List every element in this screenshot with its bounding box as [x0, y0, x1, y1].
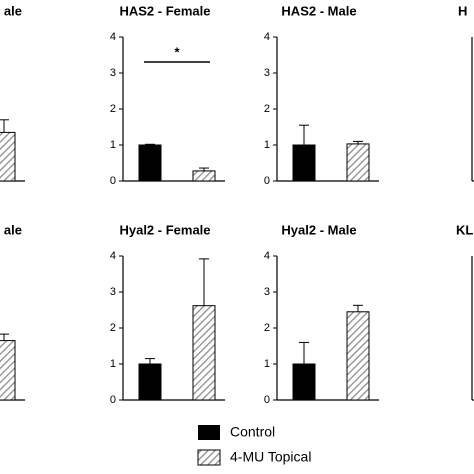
- bar: [0, 131, 16, 182]
- bar: [138, 144, 162, 182]
- bar: [192, 170, 216, 182]
- y-tick-label: 3: [264, 67, 270, 79]
- bar: [292, 363, 316, 401]
- y-tick-label: 0: [110, 175, 116, 187]
- chart-title: HAS2 - Female: [119, 3, 210, 18]
- legend-swatch: [197, 449, 221, 466]
- y-tick-label: 4: [110, 31, 116, 43]
- y-tick-label: 2: [110, 322, 116, 334]
- y-tick-label: 2: [264, 103, 270, 115]
- y-tick-label: 1: [110, 139, 116, 151]
- y-tick-label: 2: [264, 322, 270, 334]
- chart-title: Hyal2 - Male: [281, 222, 356, 237]
- legend-swatch: [198, 425, 220, 440]
- chart-title: H: [458, 3, 467, 18]
- y-tick-label: 3: [110, 286, 116, 298]
- bar: [346, 311, 370, 401]
- chart-title: ale: [4, 3, 22, 18]
- y-tick-label: 1: [264, 139, 270, 151]
- chart-title: Hyal2 - Female: [119, 222, 210, 237]
- y-tick-label: 4: [110, 250, 116, 262]
- y-tick-label: 2: [110, 103, 116, 115]
- y-tick-label: 0: [110, 394, 116, 406]
- chart-title: ale: [4, 222, 22, 237]
- chart-title: KL: [456, 222, 473, 237]
- bar: [192, 305, 216, 401]
- y-tick-label: 3: [264, 286, 270, 298]
- y-tick-label: 1: [264, 358, 270, 370]
- legend-label: 4-MU Topical: [230, 449, 311, 465]
- y-tick-label: 0: [264, 175, 270, 187]
- y-tick-label: 0: [264, 394, 270, 406]
- y-tick-label: 1: [110, 358, 116, 370]
- chart-title: HAS2 - Male: [281, 3, 356, 18]
- bar: [0, 340, 16, 401]
- legend-label: Control: [230, 424, 275, 440]
- y-tick-label: 3: [110, 67, 116, 79]
- significance-mark: *: [174, 44, 180, 59]
- y-tick-label: 4: [264, 250, 270, 262]
- y-tick-label: 4: [264, 31, 270, 43]
- bar: [346, 143, 370, 182]
- bar: [292, 144, 316, 182]
- bar: [138, 363, 162, 401]
